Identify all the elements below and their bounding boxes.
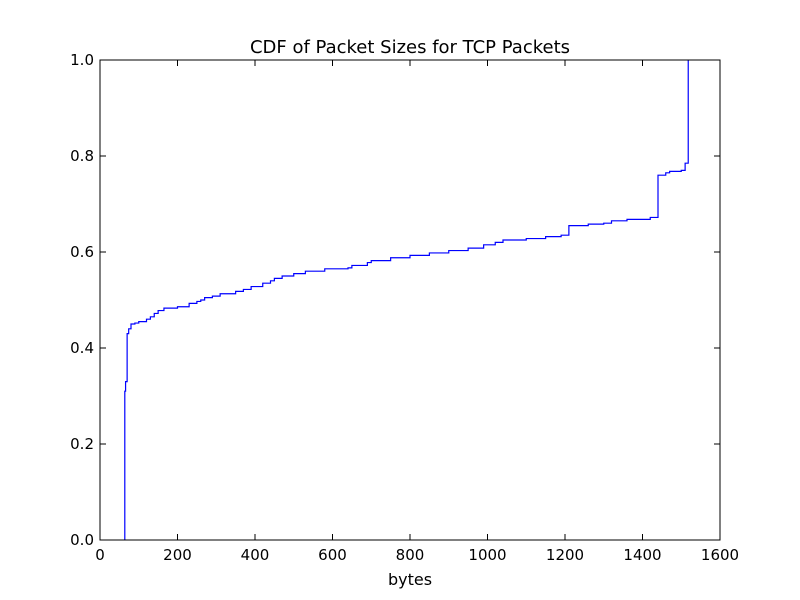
- x-tick-label: 800: [396, 546, 425, 564]
- series-group: [124, 60, 689, 540]
- x-axis-label: bytes: [388, 570, 432, 589]
- x-tick-label: 1200: [546, 546, 584, 564]
- x-tick-label: 1000: [468, 546, 506, 564]
- y-tick-label: 0.4: [70, 339, 94, 357]
- y-axis-ticks: 0.0 0.2 0.4 0.6 0.8 1.0: [70, 51, 720, 549]
- y-tick-label: 1.0: [70, 51, 94, 69]
- x-tick-label: 0: [95, 546, 105, 564]
- axes-frame: [99, 59, 721, 541]
- y-tick-label: 0.8: [70, 147, 94, 165]
- y-tick-label: 0.2: [70, 435, 94, 453]
- x-tick-label: 1600: [701, 546, 739, 564]
- x-tick-label: 1400: [623, 546, 661, 564]
- chart-title: CDF of Packet Sizes for TCP Packets: [250, 37, 570, 58]
- y-tick-label: 0.0: [70, 531, 94, 549]
- y-tick-label: 0.6: [70, 243, 94, 261]
- x-tick-label: 200: [163, 546, 192, 564]
- x-tick-label: 600: [318, 546, 347, 564]
- x-tick-label: 400: [241, 546, 270, 564]
- cdf-series-line: [124, 60, 689, 540]
